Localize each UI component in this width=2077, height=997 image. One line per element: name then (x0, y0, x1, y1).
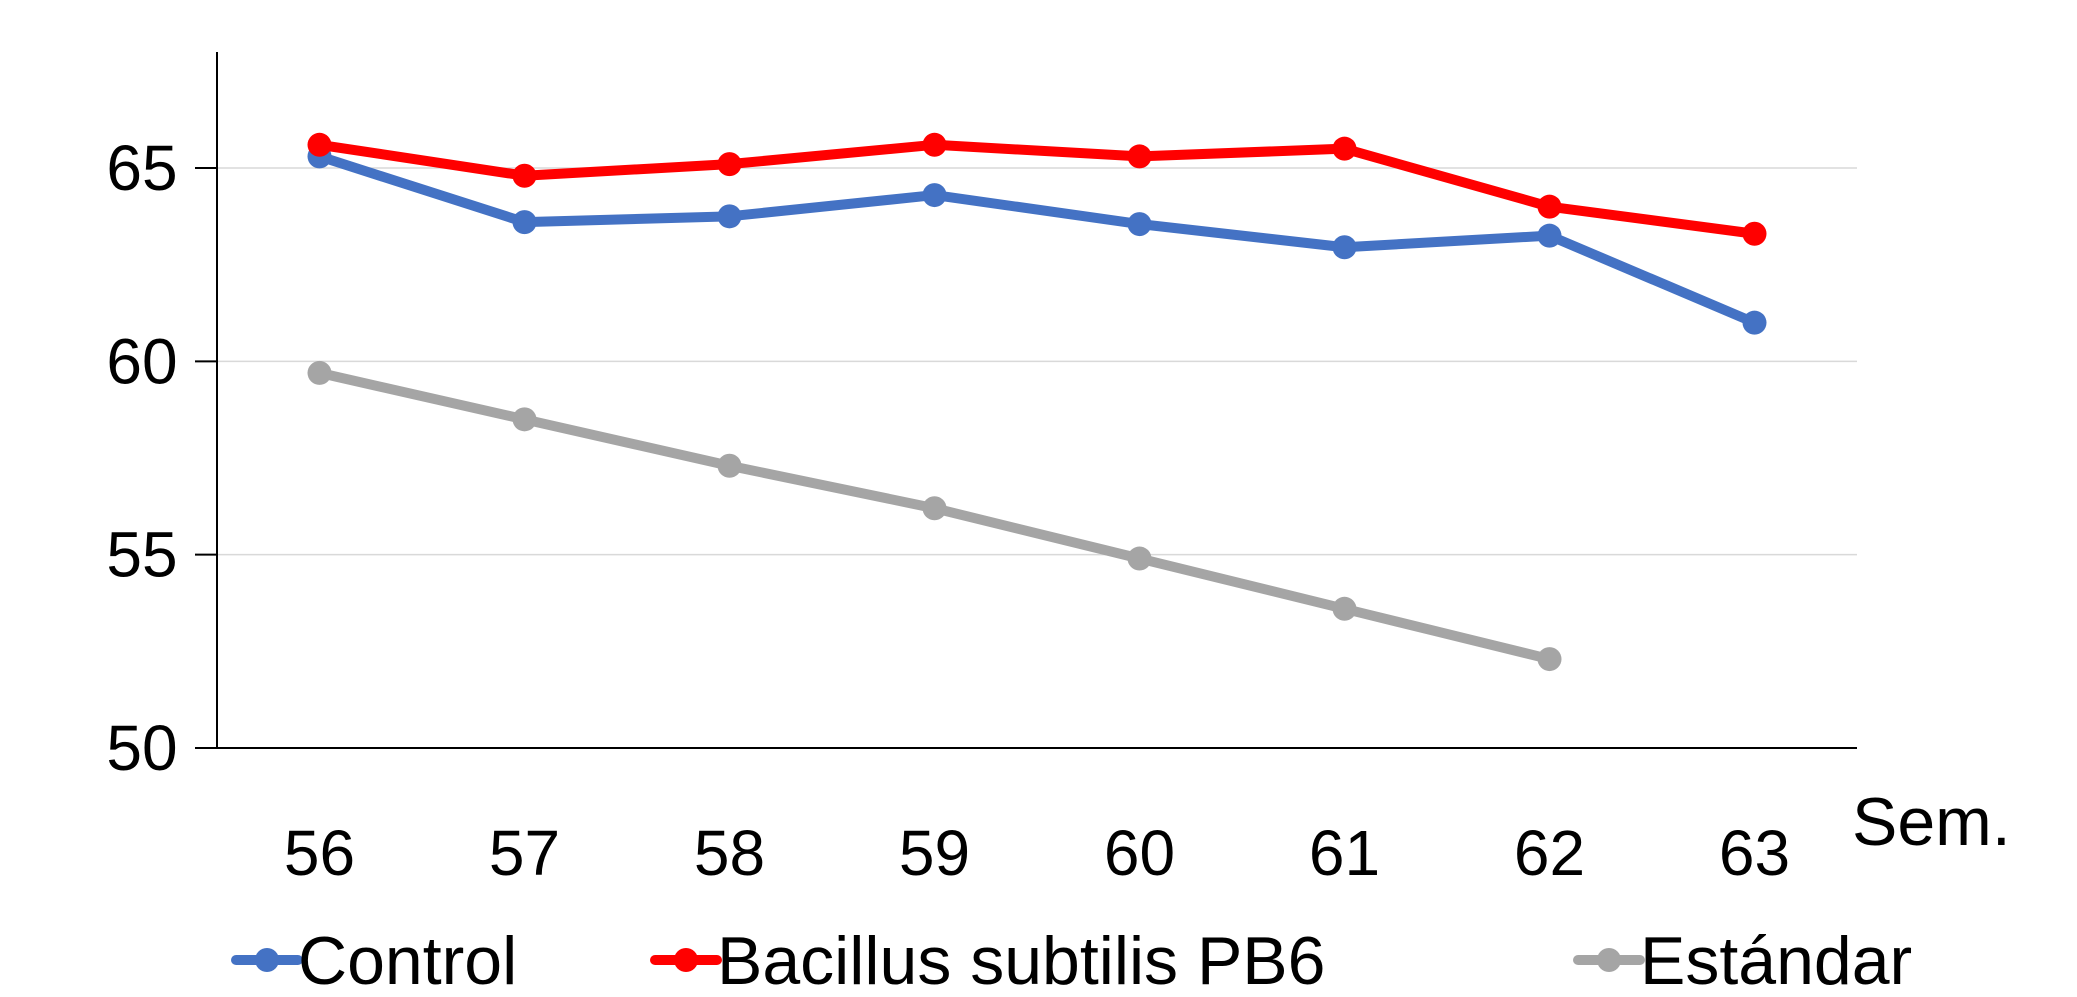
data-point (512, 210, 537, 235)
data-point (1332, 596, 1357, 621)
legend: Control Bacillus subtilis PB6 Estándar (231, 923, 1912, 997)
legend-label: Bacillus subtilis PB6 (717, 923, 1325, 992)
series-2 (307, 132, 1767, 246)
data-point (1537, 647, 1562, 672)
legend-label: Control (298, 923, 517, 992)
data-point (717, 453, 742, 478)
legend-item: Bacillus subtilis PB6 (650, 923, 1325, 997)
legend-item: Control (231, 923, 517, 997)
y-tick-label: 65 (106, 132, 177, 204)
y-tick-label: 60 (106, 325, 177, 397)
data-point (512, 163, 537, 188)
data-point (1332, 235, 1357, 260)
x-tick-label: 61 (1309, 817, 1380, 889)
y-tick-label: 55 (106, 519, 177, 591)
legend-swatch-marker (1597, 948, 1621, 972)
x-tick-label: 62 (1514, 817, 1585, 889)
x-tick-label: 59 (899, 817, 970, 889)
x-axis-label: Sem. (1852, 784, 2011, 860)
data-point (307, 132, 332, 157)
series-3 (307, 360, 1562, 672)
data-point (307, 360, 332, 385)
legend-item: Estándar (1573, 923, 1912, 997)
data-point (1537, 194, 1562, 219)
data-point (922, 132, 947, 157)
legend-swatch-marker (674, 948, 698, 972)
x-tick-label: 60 (1104, 817, 1175, 889)
y-tick-label: 50 (106, 712, 177, 784)
axes (196, 52, 1857, 749)
data-point (1332, 136, 1357, 161)
data-point (1127, 212, 1152, 237)
data-point (1742, 310, 1767, 335)
x-tick-label: 58 (694, 817, 765, 889)
series-line (314, 151, 1760, 328)
data-point (512, 407, 537, 432)
legend-label: Estándar (1640, 923, 1912, 992)
x-tick-label: 56 (284, 817, 355, 889)
data-point (1537, 223, 1562, 248)
data-point (717, 204, 742, 229)
x-tick-label: 57 (489, 817, 560, 889)
data-point (922, 496, 947, 521)
y-tick-labels: 50 55 60 65 (106, 132, 177, 784)
x-tick-labels: 56 57 58 59 60 61 62 63 (284, 817, 1790, 889)
series (307, 132, 1767, 672)
series-1 (307, 144, 1767, 335)
data-point (1127, 546, 1152, 571)
x-tick-label: 63 (1719, 817, 1790, 889)
data-point (717, 152, 742, 177)
data-point (1127, 144, 1152, 169)
legend-swatch-marker (255, 948, 279, 972)
data-point (922, 183, 947, 208)
data-point (1742, 221, 1767, 246)
series-line (314, 139, 1760, 239)
